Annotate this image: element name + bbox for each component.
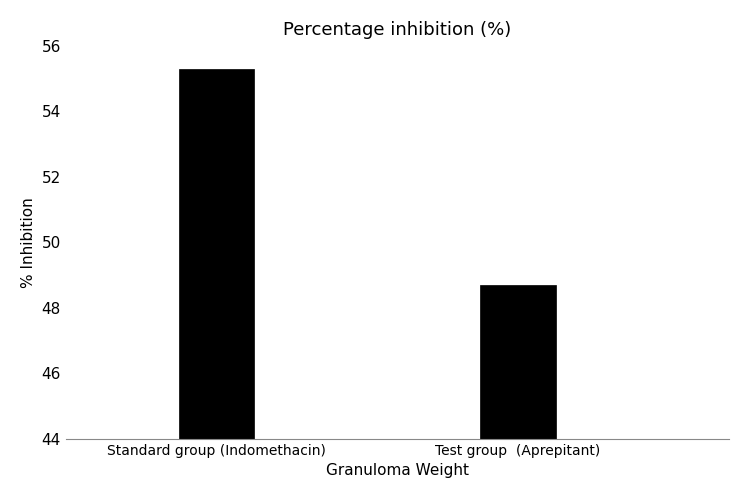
Bar — [480, 285, 556, 499]
Title: Percentage inhibition (%): Percentage inhibition (%) — [284, 21, 512, 39]
Bar — [178, 69, 254, 499]
X-axis label: Granuloma Weight: Granuloma Weight — [326, 463, 469, 478]
Y-axis label: % Inhibition: % Inhibition — [21, 197, 36, 288]
